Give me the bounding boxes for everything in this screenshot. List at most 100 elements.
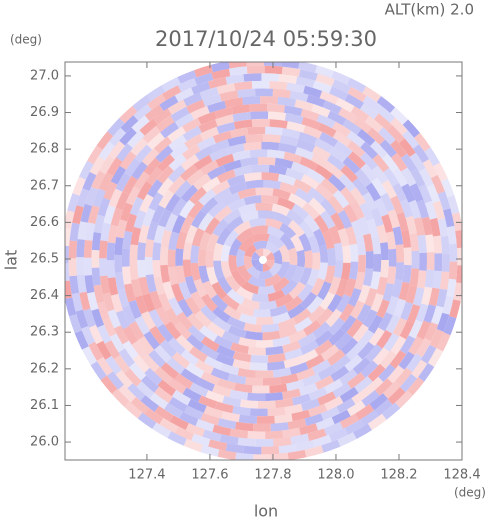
echo-cell	[345, 342, 364, 361]
echo-cell	[264, 65, 283, 75]
echo-cell	[129, 196, 144, 216]
echo-cell	[424, 200, 438, 220]
echo-cell	[357, 254, 367, 273]
echo-cell	[142, 126, 161, 144]
echo-cell	[195, 145, 214, 161]
echo-cell	[323, 421, 344, 436]
echo-cell	[212, 384, 232, 397]
echo-cell	[286, 209, 305, 226]
echo-cell	[317, 281, 332, 301]
echo-cell	[159, 339, 177, 358]
echo-cell	[76, 257, 85, 276]
echo-cell	[113, 354, 131, 374]
echo-cell	[382, 380, 401, 399]
echo-cell	[99, 275, 111, 295]
echo-cell	[191, 81, 211, 95]
echo-cell	[267, 225, 285, 240]
echo-cell	[340, 337, 359, 356]
echo-cell	[148, 192, 164, 211]
echo-cell	[225, 74, 245, 85]
echo-cell	[247, 392, 266, 402]
echo-cell	[372, 154, 390, 173]
echo-cell	[226, 288, 245, 305]
echo-cell	[406, 353, 423, 373]
echo-cell	[151, 204, 166, 224]
echo-cell	[322, 100, 342, 115]
echo-cell	[332, 79, 352, 94]
echo-cell	[251, 259, 261, 268]
echo-cell	[347, 140, 366, 158]
echo-cell	[235, 421, 254, 432]
echo-cell	[127, 383, 146, 401]
echo-cell	[195, 377, 215, 392]
echo-cell	[180, 368, 200, 384]
echo-cell	[416, 338, 432, 358]
echo-cell	[267, 103, 285, 113]
echo-cell	[327, 110, 347, 126]
echo-cell	[301, 117, 321, 130]
echo-cell	[265, 241, 280, 254]
echo-cell	[215, 114, 234, 127]
echo-cell	[128, 300, 142, 320]
echo-cell	[291, 266, 305, 284]
echo-cell	[343, 278, 357, 298]
echo-cell	[295, 146, 315, 161]
echo-cell	[326, 349, 346, 366]
echo-cell	[65, 297, 77, 317]
echo-cell	[278, 443, 298, 454]
echo-cell	[403, 247, 412, 266]
echo-cell	[216, 344, 235, 359]
echo-cell	[195, 418, 215, 432]
echo-cell	[327, 294, 343, 313]
echo-cell	[87, 145, 103, 165]
echo-cell	[374, 399, 393, 417]
echo-cell	[303, 85, 323, 99]
echo-cell	[371, 236, 382, 255]
echo-cell	[122, 340, 139, 360]
echo-cell	[300, 174, 320, 190]
echo-cell	[232, 405, 251, 416]
echo-cell	[282, 388, 301, 400]
echo-cell	[144, 408, 164, 425]
echo-cell	[361, 390, 380, 407]
echo-cell	[83, 240, 93, 258]
echo-cell	[171, 351, 191, 369]
echo-cell	[149, 325, 166, 345]
echo-cell	[390, 335, 407, 355]
echo-cell	[180, 214, 195, 234]
echo-cell	[233, 165, 253, 177]
echo-cell	[281, 128, 301, 140]
echo-cell	[354, 168, 372, 187]
echo-cell	[223, 305, 242, 321]
echo-cell	[418, 184, 433, 204]
echo-cell	[174, 113, 194, 129]
echo-cell	[199, 231, 212, 250]
echo-cell	[131, 115, 150, 133]
echo-cell	[167, 337, 186, 356]
y-axis-label: lat	[2, 250, 21, 271]
echo-cell	[189, 346, 208, 363]
echo-cell	[199, 87, 219, 100]
echo-cell	[267, 289, 286, 302]
echo-cell	[106, 242, 116, 261]
echo-cell	[146, 221, 159, 241]
x-axis-label: lon	[254, 502, 278, 521]
echo-cell	[320, 406, 340, 421]
echo-cell	[272, 311, 291, 325]
echo-cell	[373, 253, 382, 272]
echo-cell	[423, 304, 437, 324]
echo-cell	[298, 220, 315, 239]
echo-cell	[402, 119, 420, 138]
echo-cell	[155, 145, 174, 163]
echo-cell	[198, 119, 218, 133]
echo-cell	[76, 239, 85, 258]
echo-cell	[236, 303, 255, 317]
echo-cell	[210, 139, 230, 153]
echo-cell	[214, 205, 232, 222]
echo-cell	[185, 362, 205, 379]
echo-cell	[290, 433, 310, 445]
echo-cell	[174, 321, 192, 340]
echo-cell	[228, 238, 243, 256]
echo-cell	[334, 140, 353, 157]
